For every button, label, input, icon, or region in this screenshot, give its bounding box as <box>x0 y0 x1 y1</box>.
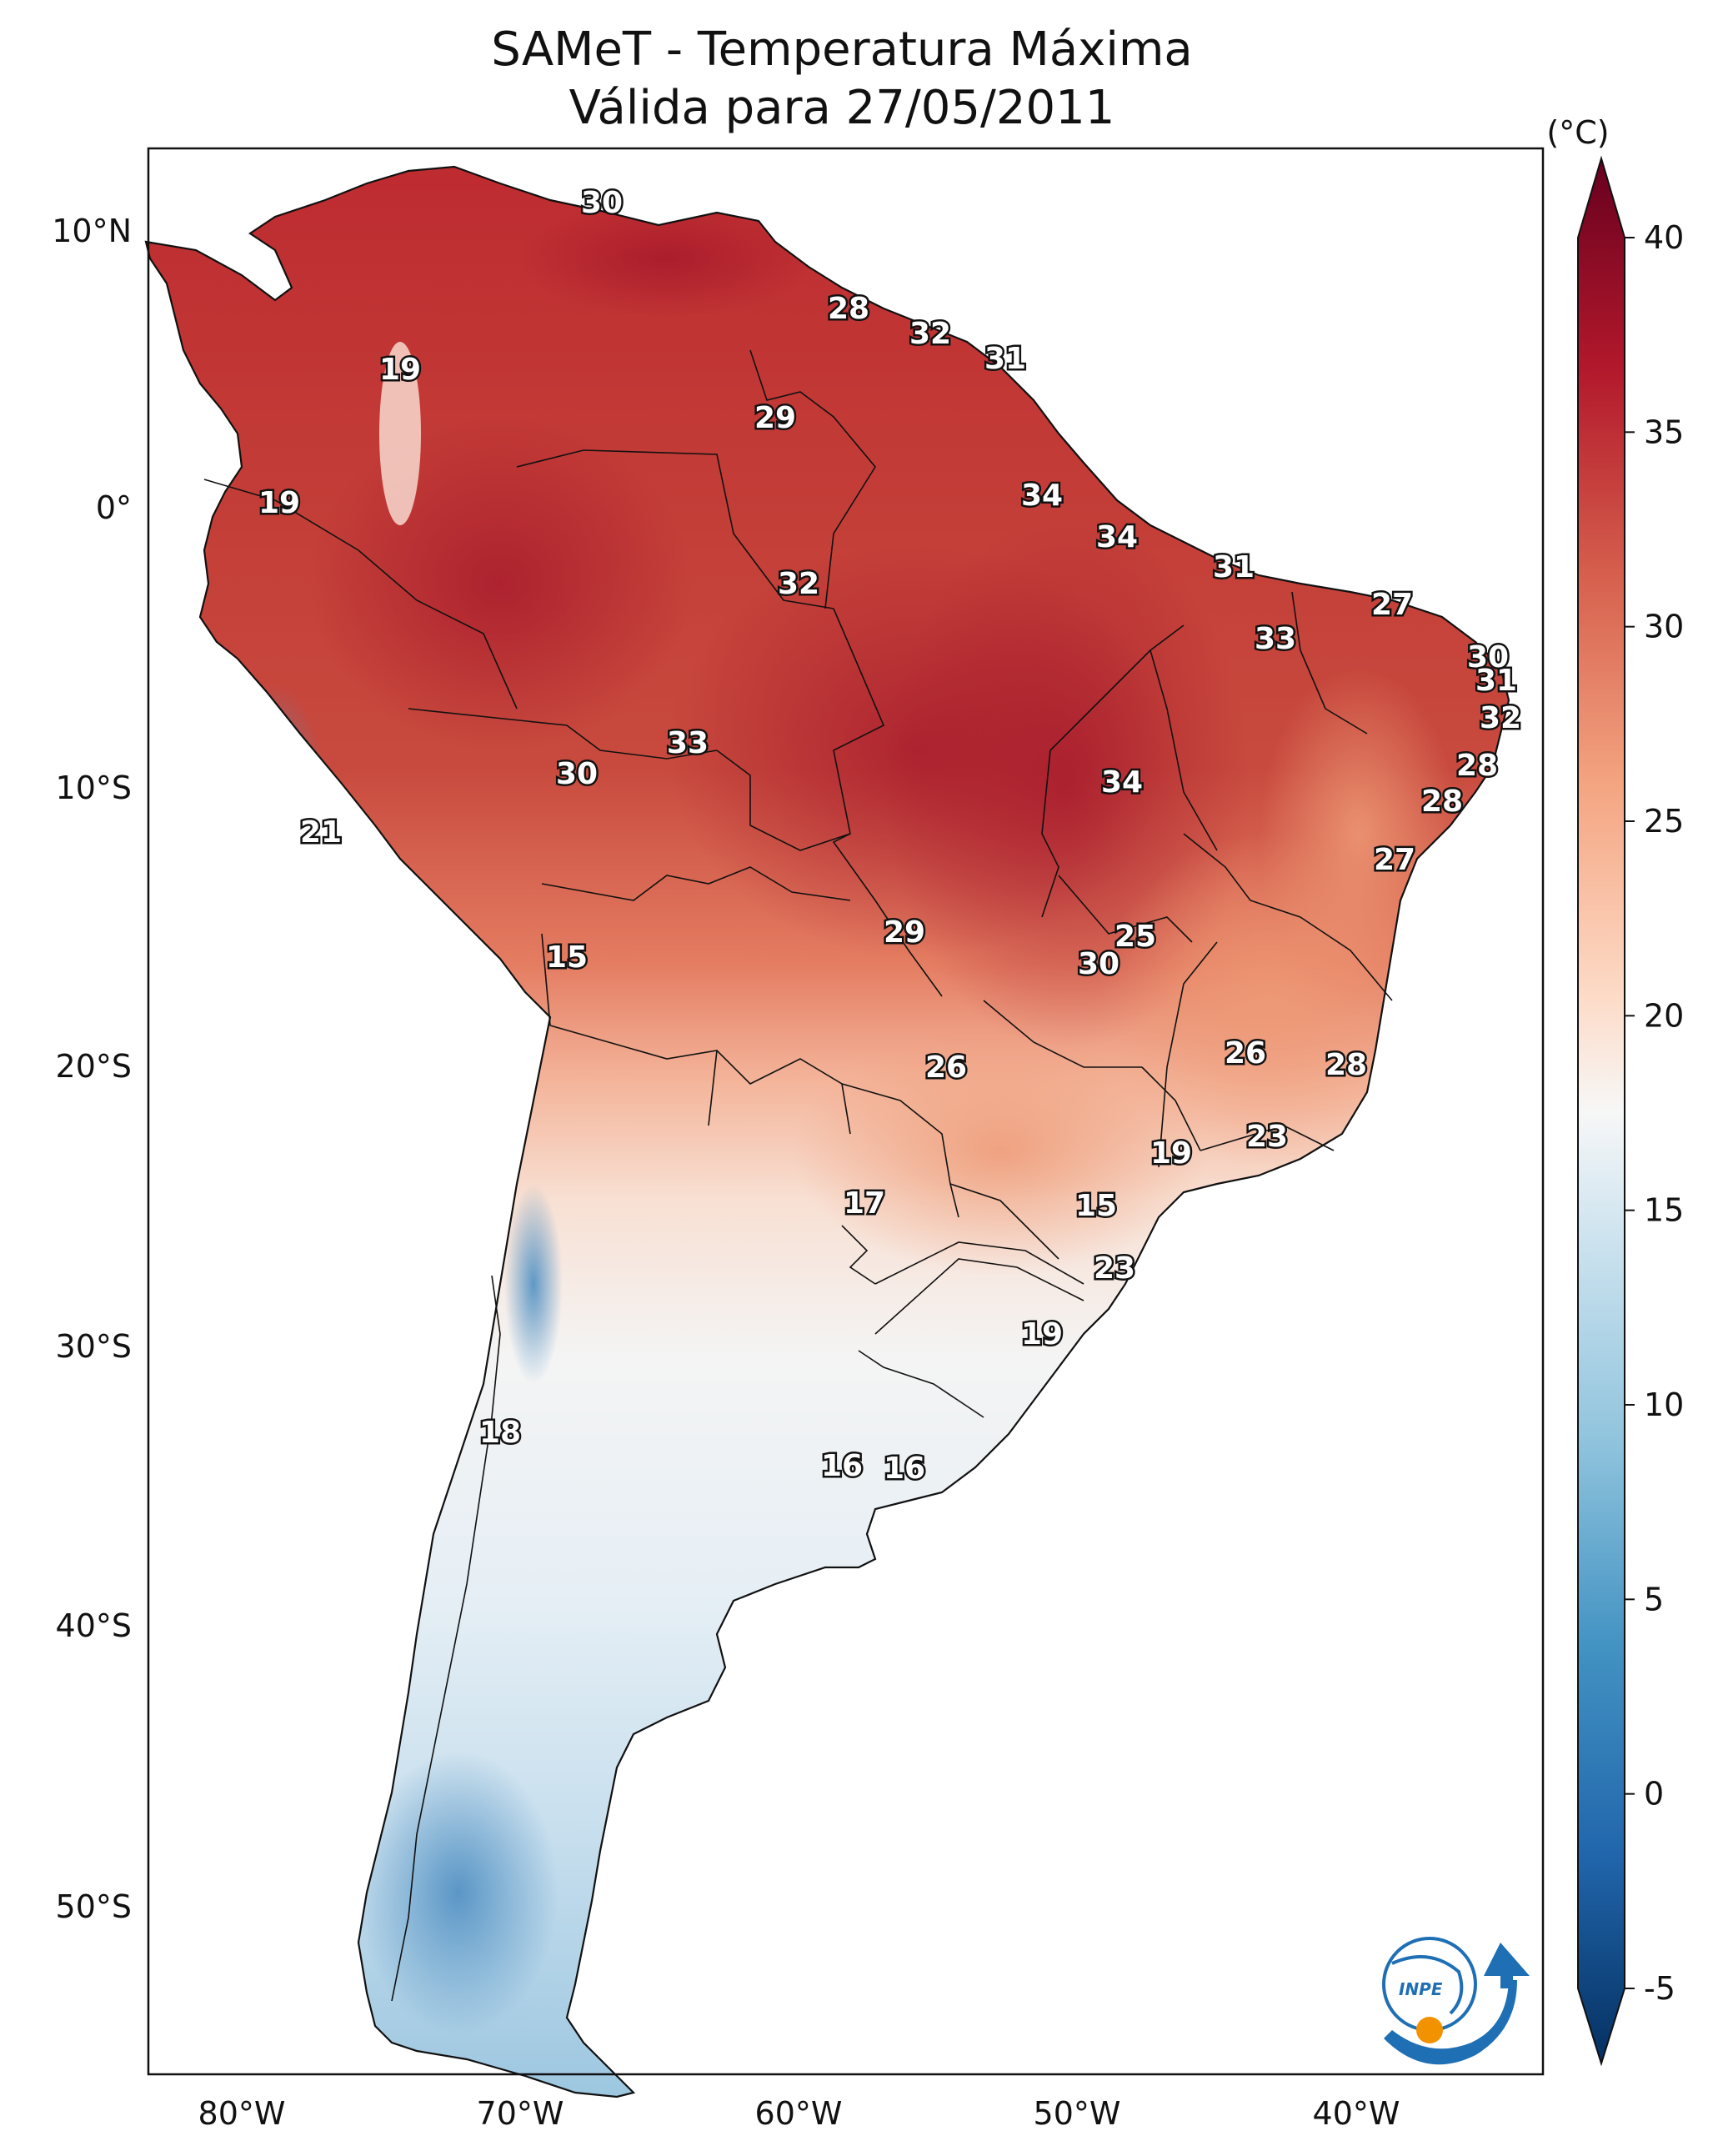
latitude-labels: 10°N 0° 10°S 20°S 30°S 40°S 50°S <box>52 213 132 1925</box>
colorbar-tick-label: 15 <box>1644 1192 1684 1229</box>
lat-label-0: 0° <box>96 489 132 526</box>
colorbar-tick-label: 35 <box>1644 414 1684 450</box>
colorbar-tick-label: 25 <box>1644 803 1684 840</box>
contour-label: 26 <box>1225 1036 1266 1070</box>
contour-label: 31 <box>984 342 1026 376</box>
contour-label: 19 <box>1021 1317 1063 1351</box>
contour-label: 31 <box>1213 550 1255 584</box>
colorbar-ticks: 40 35 30 25 20 15 10 5 0 -5 <box>1625 219 1684 2007</box>
contour-label: 17 <box>844 1186 885 1221</box>
contour-label: 26 <box>925 1050 967 1085</box>
colorbar-tick-label: 40 <box>1644 219 1684 256</box>
contour-label: 27 <box>1371 588 1413 622</box>
lon-label-60w: 60°W <box>755 2095 843 2132</box>
inpe-logo: INPE <box>1382 1937 1530 2065</box>
colorbar-tick-label: 5 <box>1644 1581 1664 1617</box>
lat-label-30s: 30°S <box>56 1328 132 1365</box>
contour-label: 31 <box>1475 664 1517 698</box>
longitude-labels: 80°W 70°W 60°W 50°W 40°W <box>198 2095 1400 2132</box>
contour-label: 16 <box>821 1449 863 1483</box>
lon-label-80w: 80°W <box>198 2095 286 2132</box>
contour-label: 19 <box>1150 1136 1192 1171</box>
contour-label: 32 <box>1480 701 1521 735</box>
contour-label: 15 <box>1075 1189 1117 1223</box>
contour-label: 29 <box>884 915 925 950</box>
contour-label: 16 <box>884 1452 925 1486</box>
lat-label-40s: 40°S <box>56 1607 132 1644</box>
contour-label: 34 <box>1101 765 1143 800</box>
lat-label-50s: 50°S <box>56 1888 132 1925</box>
contour-label: 21 <box>300 815 342 850</box>
contour-label: 28 <box>1456 749 1498 783</box>
colorbar-body <box>1577 155 1625 2067</box>
lon-label-50w: 50°W <box>1034 2095 1121 2132</box>
lon-label-40w: 40°W <box>1313 2095 1400 2132</box>
contour-label: 30 <box>581 186 623 220</box>
inpe-arrow-icon <box>1484 1943 1530 1988</box>
country-borders <box>203 349 1393 2002</box>
colorbar-unit: (°C) <box>1546 114 1609 151</box>
contour-label: 19 <box>379 353 421 387</box>
contour-label: 32 <box>909 317 951 351</box>
contour-label: 33 <box>667 726 709 760</box>
contour-label: 34 <box>1096 520 1138 554</box>
colorbar-tick-label: 0 <box>1644 1776 1664 1813</box>
contour-label: 30 <box>1078 947 1119 981</box>
inpe-logo-text: INPE <box>1399 1979 1443 1999</box>
inpe-swoosh-icon <box>1384 1980 1517 2065</box>
contour-label: 34 <box>1021 479 1063 513</box>
contour-label: 19 <box>258 486 300 520</box>
inpe-orbit-icon <box>1391 1955 1464 2015</box>
contour-label: 29 <box>754 401 796 435</box>
lat-label-10n: 10°N <box>52 213 132 249</box>
inpe-sun-icon <box>1416 2017 1443 2043</box>
contour-label: 23 <box>1094 1251 1135 1286</box>
contour-label: 30 <box>556 757 598 791</box>
contour-label: 28 <box>828 292 869 326</box>
colorbar-tick-label: 30 <box>1644 609 1684 645</box>
contour-label: 18 <box>479 1416 521 1450</box>
map-frame <box>147 147 1545 2076</box>
colorbar-tick-label: 10 <box>1644 1386 1684 1423</box>
contour-label: 15 <box>546 940 588 975</box>
colorbar: (°C) 40 35 30 25 20 15 10 5 0 -5 <box>1546 114 1684 2067</box>
contour-label: 32 <box>778 567 819 601</box>
contour-label: 33 <box>1255 622 1296 656</box>
contour-label: 23 <box>1246 1120 1288 1154</box>
lat-label-20s: 20°S <box>56 1048 132 1085</box>
colorbar-tick-label: 20 <box>1644 997 1684 1034</box>
title-line-1: SAMeT - Temperatura Máxima <box>491 23 1193 77</box>
contour-label: 28 <box>1325 1048 1367 1082</box>
contour-label: 28 <box>1421 785 1463 819</box>
contour-label: 27 <box>1374 843 1415 877</box>
contour-label: 25 <box>1114 920 1156 954</box>
title-line-2: Válida para 27/05/2011 <box>569 81 1115 135</box>
colorbar-tick-label: -5 <box>1644 1970 1675 2007</box>
lat-label-10s: 10°S <box>56 770 132 806</box>
lon-label-70w: 70°W <box>477 2095 564 2132</box>
contour-label: 30 <box>1467 640 1509 674</box>
